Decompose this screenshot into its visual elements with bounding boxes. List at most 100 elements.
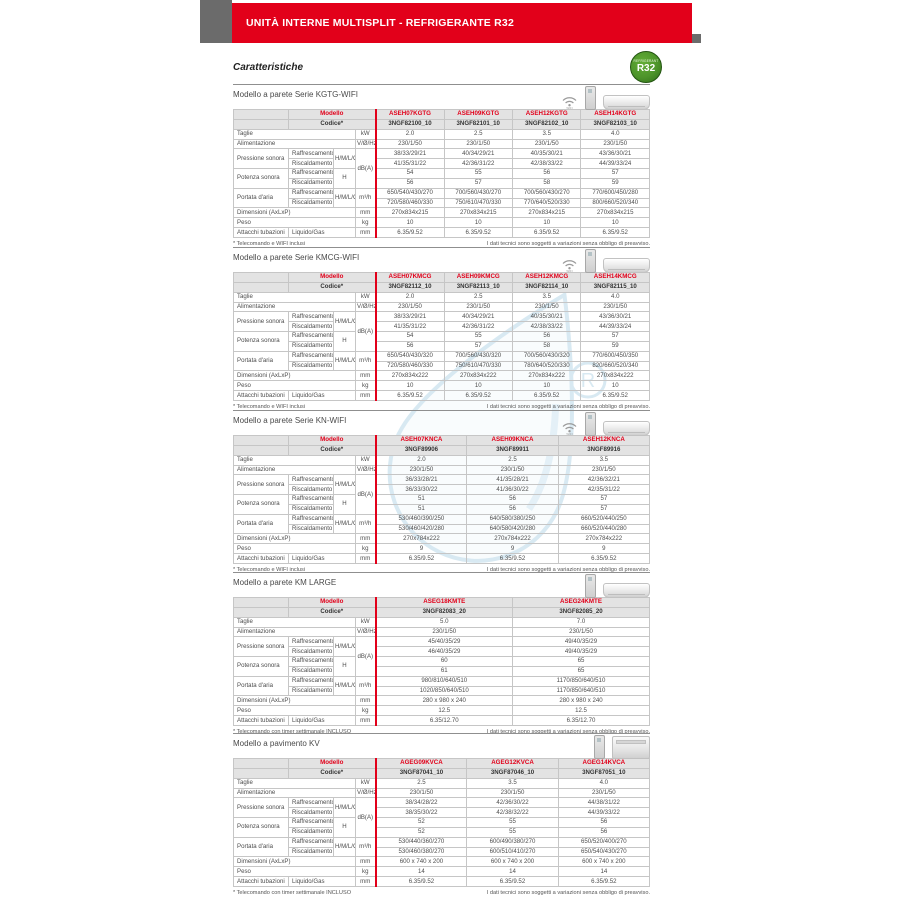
model-code: 3NGF87046_10	[466, 767, 559, 779]
sub-label-riscaldamento: Riscaldamento	[288, 321, 334, 333]
model-name: ASEG24KMTE	[512, 597, 650, 608]
sub-label-raffrescamento: Raffrescamento	[288, 797, 334, 809]
spec-value: 270x784x222	[374, 533, 468, 545]
spec-value: 57	[443, 177, 513, 189]
column-header-modello: Modello	[287, 109, 377, 120]
hmlq-cell: H/M/L/Q	[333, 797, 356, 819]
spec-value: 6.35/9.52	[466, 553, 559, 564]
row-label-potenza-sonora: Potenza sonora	[233, 817, 289, 838]
spec-value: 56	[557, 817, 651, 828]
footnotes-row: * Telecomando con timer settimanale INCL…	[233, 729, 650, 735]
spec-value: 42/38/32/22	[466, 807, 559, 819]
spec-value: 42/36/31/22	[443, 321, 513, 333]
sub-label-raffrescamento: Raffrescamento	[288, 168, 334, 179]
h-cell: H	[333, 494, 356, 515]
table-row: Attacchi tubazioni Liquido/Gas mm 6.35/9.52…	[233, 553, 651, 564]
model-code: 3NGF82102_10	[511, 118, 582, 130]
r32-badge: REFRIGERANT R32	[630, 51, 662, 83]
spec-table-body: Modello ASEH07KGTG ASEH09KGTG ASEH12KGTG ASE…	[233, 109, 650, 238]
h-cell: H	[333, 331, 356, 352]
table-row: Pressione sonora Raffrescamento H/M/L/Q dB(…	[233, 474, 651, 515]
spec-value: 57	[443, 340, 513, 352]
unit-cell: kW	[354, 616, 377, 628]
spec-cell	[233, 281, 289, 293]
column-header-modello: Modello	[287, 758, 377, 769]
column-header-codice: Codice*	[287, 444, 377, 456]
section-title: Modello a parete Serie KGTG-WIFI	[233, 90, 358, 99]
wall-unit-image	[603, 95, 650, 110]
footnote-left: * Telecomando con timer settimanale INCL…	[233, 728, 352, 735]
row-label-peso: Peso	[233, 380, 356, 392]
spec-value: 44/39/33/24	[580, 321, 650, 333]
column-header-modello: Modello	[287, 272, 377, 283]
spec-value: 41/35/28/21	[466, 474, 559, 486]
spec-value: 42/38/33/22	[511, 321, 582, 333]
spec-value: 58	[511, 340, 582, 352]
spec-value: 650/540/430/270	[557, 846, 651, 858]
unit-cell: mm	[354, 856, 377, 868]
sub-label-raffrescamento: Raffrescamento	[288, 148, 334, 160]
spec-value: 800/660/520/340	[580, 197, 650, 209]
row-label-taglie: Taglie	[233, 128, 356, 140]
spec-value: 56	[466, 503, 559, 515]
unit-cell: m³/h	[354, 836, 377, 858]
model-name: AGEG09KVCA	[374, 758, 468, 769]
spec-value: 40/34/29/21	[443, 148, 513, 160]
sub-label-raffrescamento: Raffrescamento	[288, 836, 334, 848]
row-label-attacchi: Attacchi tubazioni	[233, 390, 289, 401]
spec-value: 38/33/29/21	[374, 311, 445, 323]
table-row: Potenza sonora Raffrescamento H 51 56 57	[233, 494, 651, 515]
model-code: 3NGF82101_10	[443, 118, 513, 130]
spec-value: 230/1/50	[443, 301, 513, 313]
spec-value: 6.35/12.70	[374, 715, 513, 726]
unit-cell: V/Ø/Hz	[354, 138, 377, 150]
spec-value: 59	[580, 340, 650, 352]
table-row: Riscaldamento 41/35/31/22 42/36/31/22 42/38…	[234, 321, 650, 333]
sub-label-liquido-gas: Liquido/Gas	[288, 553, 356, 564]
remote-control-image	[594, 735, 605, 759]
spec-value: 230/1/50	[580, 138, 650, 150]
column-header-codice: Codice*	[287, 767, 377, 779]
remote-control-image	[585, 249, 596, 273]
table-row: Riscaldamento 1020/850/640/510 1170/850/64…	[234, 685, 650, 697]
spec-value: 38/34/28/22	[374, 797, 468, 809]
spec-value: 46/40/35/29	[374, 646, 513, 658]
spec-value: 270x834x222	[374, 370, 445, 382]
spec-value: 10	[511, 217, 582, 229]
remote-control-image	[585, 412, 596, 436]
spec-value: 60	[374, 656, 513, 667]
row-label-peso: Peso	[233, 217, 356, 229]
spec-table: Modello ASEH07KNCA ASEH09KNCA ASEH12KNCA Cod…	[233, 435, 651, 564]
spec-value: 270x834x215	[374, 207, 445, 219]
unit-cell: mm	[354, 370, 377, 382]
spec-value: 1170/850/640/510	[512, 675, 650, 687]
spec-value: 9	[374, 543, 468, 555]
spec-value: 6.35/9.52	[580, 390, 650, 401]
spec-value: 230/1/50	[374, 464, 468, 476]
model-code: 3NGF82112_10	[374, 281, 445, 293]
spec-value: 57	[557, 503, 651, 515]
table-row: Peso kg 9 9 9	[233, 543, 651, 555]
spec-value: 52	[374, 817, 468, 828]
sub-label-raffrescamento: Raffrescamento	[288, 656, 334, 667]
sub-label-riscaldamento: Riscaldamento	[288, 197, 334, 209]
sub-label-raffrescamento: Raffrescamento	[288, 494, 334, 505]
spec-value: 700/560/430/270	[511, 187, 582, 199]
footnotes-row: * Telecomando e WIFI inclusi I dati tecni…	[233, 404, 650, 410]
spec-value: 42/36/30/22	[466, 797, 559, 809]
model-name: AGEG14KVCA	[557, 758, 651, 769]
model-name: ASEH07KMCG	[374, 272, 445, 283]
spec-cell	[233, 767, 289, 779]
spec-cell	[233, 109, 289, 120]
table-row: Pressione sonora Raffrescamento H/M/L/Q dB(…	[233, 797, 651, 838]
spec-table: Modello AGEG09KVCA AGEG12KVCA AGEG14KVCA Cod…	[233, 758, 651, 887]
model-name: ASEH12KNCA	[557, 435, 651, 446]
spec-value: 54	[374, 331, 445, 342]
spec-value: 600/490/380/270	[466, 836, 559, 848]
model-code: 3NGF89906	[374, 444, 468, 456]
spec-value: 56	[511, 331, 582, 342]
table-row: Potenza sonora Raffrescamento H 52 55 56	[233, 817, 651, 838]
sub-label-riscaldamento: Riscaldamento	[288, 360, 334, 372]
footnote-left: * Telecomando con timer settimanale INCL…	[233, 889, 352, 896]
row-label-alimentazione: Alimentazione	[233, 787, 356, 799]
